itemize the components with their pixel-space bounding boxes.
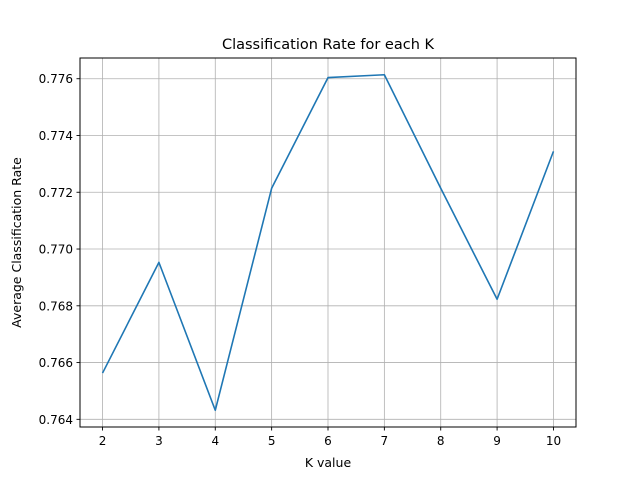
y-axis-label: Average Classification Rate bbox=[9, 157, 24, 328]
x-tick-label: 8 bbox=[437, 434, 445, 448]
x-tick-label: 7 bbox=[381, 434, 389, 448]
x-tick-label: 3 bbox=[155, 434, 163, 448]
y-tick-label: 0.776 bbox=[39, 72, 73, 86]
y-tick-label: 0.772 bbox=[39, 186, 73, 200]
x-tick-label: 10 bbox=[546, 434, 561, 448]
x-tick-label: 4 bbox=[211, 434, 219, 448]
y-tick-label: 0.764 bbox=[39, 413, 73, 427]
x-tick-label: 2 bbox=[99, 434, 107, 448]
y-tick-label: 0.770 bbox=[39, 243, 73, 257]
y-tick-label: 0.774 bbox=[39, 129, 73, 143]
chart-title: Classification Rate for each K bbox=[222, 37, 435, 53]
grid-lines bbox=[80, 58, 576, 427]
y-tick-label: 0.766 bbox=[39, 356, 73, 370]
x-axis-label: K value bbox=[305, 455, 352, 470]
y-axis-ticks: 0.764 0.766 0.768 0.770 0.772 0.774 0.776 bbox=[39, 72, 80, 427]
series-layer bbox=[101, 73, 555, 412]
x-tick-label: 5 bbox=[268, 434, 276, 448]
y-tick-label: 0.768 bbox=[39, 299, 73, 313]
x-axis-ticks: 2 3 4 5 6 7 8 9 10 bbox=[99, 427, 561, 448]
x-tick-label: 9 bbox=[493, 434, 501, 448]
x-tick-label: 6 bbox=[324, 434, 332, 448]
